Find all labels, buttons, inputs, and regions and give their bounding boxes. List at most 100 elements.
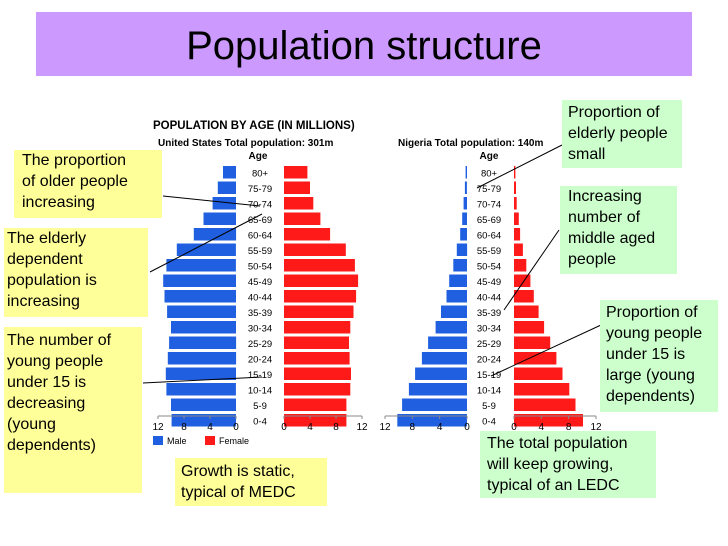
us-female-bar — [284, 367, 351, 380]
us-female-tick-label: 8 — [333, 422, 339, 433]
legend-female-swatch — [205, 436, 215, 445]
note-elderly-dependent: The elderly dependent population is incr… — [4, 228, 148, 317]
nigeria-age-label: 30-34 — [477, 324, 501, 335]
nigeria-female-bar — [514, 414, 583, 427]
us-age-label: 5-9 — [253, 401, 267, 412]
nigeria-age-label: 35-39 — [477, 308, 501, 319]
nigeria-age-label: 60-64 — [477, 231, 501, 242]
us-male-tick-label: 4 — [207, 422, 213, 433]
us-male-bar — [217, 181, 236, 194]
nigeria-age-label: 45-49 — [477, 277, 501, 288]
us-male-bar — [176, 243, 236, 256]
us-age-label: 65-69 — [248, 215, 272, 226]
nigeria-male-bar — [435, 321, 467, 334]
nigeria-female-bar — [514, 166, 516, 179]
nigeria-male-tick-label: 4 — [437, 422, 443, 433]
note-young-large: Proportion of young people under 15 is l… — [600, 300, 718, 412]
us-female-bar — [284, 228, 331, 241]
us-male-bar — [167, 352, 237, 365]
nigeria-age-label: 10-14 — [477, 386, 501, 397]
us-male-bar — [167, 305, 236, 318]
us-age-label: 75-79 — [248, 184, 272, 195]
nigeria-male-bar — [441, 305, 467, 318]
nigeria-female-tick-label: 8 — [566, 422, 572, 433]
us-age-label: 70-74 — [248, 200, 272, 211]
nigeria-male-bar — [464, 181, 467, 194]
nigeria-male-tick-label: 8 — [410, 422, 416, 433]
us-age-label: 15-19 — [248, 370, 272, 381]
us-female-tick-label: 12 — [356, 422, 368, 433]
us-age-label: 55-59 — [248, 246, 272, 257]
nigeria-female-bar — [514, 383, 570, 396]
nigeria-female-bar — [514, 398, 576, 411]
note-middle-aged: Increasing number of middle aged people — [560, 186, 677, 274]
slide-title: Population structure — [186, 24, 542, 68]
us-female-bar — [284, 336, 349, 349]
us-male-bar — [171, 414, 236, 427]
nigeria-age-label: 0-4 — [482, 417, 496, 428]
us-male-tick-label: 0 — [233, 422, 239, 433]
us-male-bar — [212, 197, 236, 210]
legend-male-swatch — [153, 436, 163, 445]
legend-male-label: Male — [167, 436, 187, 446]
nigeria-age-label: 65-69 — [477, 215, 501, 226]
nigeria-age-label: Age — [480, 151, 499, 162]
arrow-young-large — [490, 324, 602, 377]
us-male-bar — [203, 212, 236, 225]
us-female-bar — [284, 290, 357, 303]
nigeria-female-bar — [514, 321, 545, 334]
arrow-elderly-dependent — [149, 213, 263, 273]
note-elderly-small: Proportion of elderly people small — [562, 100, 682, 168]
nigeria-age-label: 5-9 — [482, 401, 496, 412]
nigeria-age-label: 20-24 — [477, 355, 501, 366]
nigeria-female-tick-label: 0 — [511, 422, 517, 433]
nigeria-male-bar — [415, 367, 467, 380]
nigeria-age-label: 40-44 — [477, 293, 501, 304]
nigeria-male-bar — [465, 166, 467, 179]
us-female-bar — [284, 321, 351, 334]
us-age-label: 50-54 — [248, 262, 272, 273]
nigeria-female-tick-label: 12 — [590, 422, 602, 433]
nigeria-age-label: 55-59 — [477, 246, 501, 257]
us-age-label: 30-34 — [248, 324, 272, 335]
us-male-tick-label: 8 — [181, 422, 187, 433]
legend-female-label: Female — [219, 436, 249, 446]
us-female-bar — [284, 352, 350, 365]
nigeria-male-bar — [408, 383, 467, 396]
us-female-bar — [284, 274, 359, 287]
us-female-bar — [284, 414, 347, 427]
nigeria-female-tick-label: 4 — [539, 422, 545, 433]
nigeria-age-label: 80+ — [481, 169, 498, 180]
us-female-bar — [284, 181, 310, 194]
nigeria-male-bar — [462, 212, 467, 225]
note-keep-growing: The total population will keep growing, … — [480, 431, 656, 498]
chart-title: POPULATION BY AGE (IN MILLIONS) — [153, 120, 355, 132]
nigeria-age-label: 50-54 — [477, 262, 501, 273]
us-female-bar — [284, 197, 314, 210]
us-male-tick-label: 12 — [152, 422, 164, 433]
note-young-decreasing: The number of young people under 15 is d… — [4, 327, 142, 493]
nigeria-male-bar — [402, 398, 467, 411]
us-male-bar — [164, 290, 236, 303]
arrow-young-people — [142, 376, 263, 384]
nigeria-male-bar — [449, 274, 467, 287]
arrow-middle-aged — [503, 229, 560, 311]
arrow-elderly-small — [476, 144, 563, 189]
nigeria-age-label: 75-79 — [477, 184, 501, 195]
nigeria-female-bar — [514, 212, 519, 225]
us-male-bar — [165, 367, 236, 380]
us-male-bar — [169, 336, 237, 349]
nigeria-age-label: 70-74 — [477, 200, 501, 211]
us-female-bar — [284, 212, 321, 225]
us-male-bar — [223, 166, 236, 179]
us-male-bar — [171, 398, 236, 411]
us-female-bar — [284, 259, 355, 272]
us-age-label: 40-44 — [248, 293, 272, 304]
nigeria-male-bar — [456, 243, 468, 256]
us-female-bar — [284, 243, 346, 256]
nigeria-male-bar — [460, 228, 467, 241]
nigeria-female-bar — [514, 181, 516, 194]
us-female-bar — [284, 383, 351, 396]
nigeria-female-bar — [514, 228, 521, 241]
us-age-label: 45-49 — [248, 277, 272, 288]
